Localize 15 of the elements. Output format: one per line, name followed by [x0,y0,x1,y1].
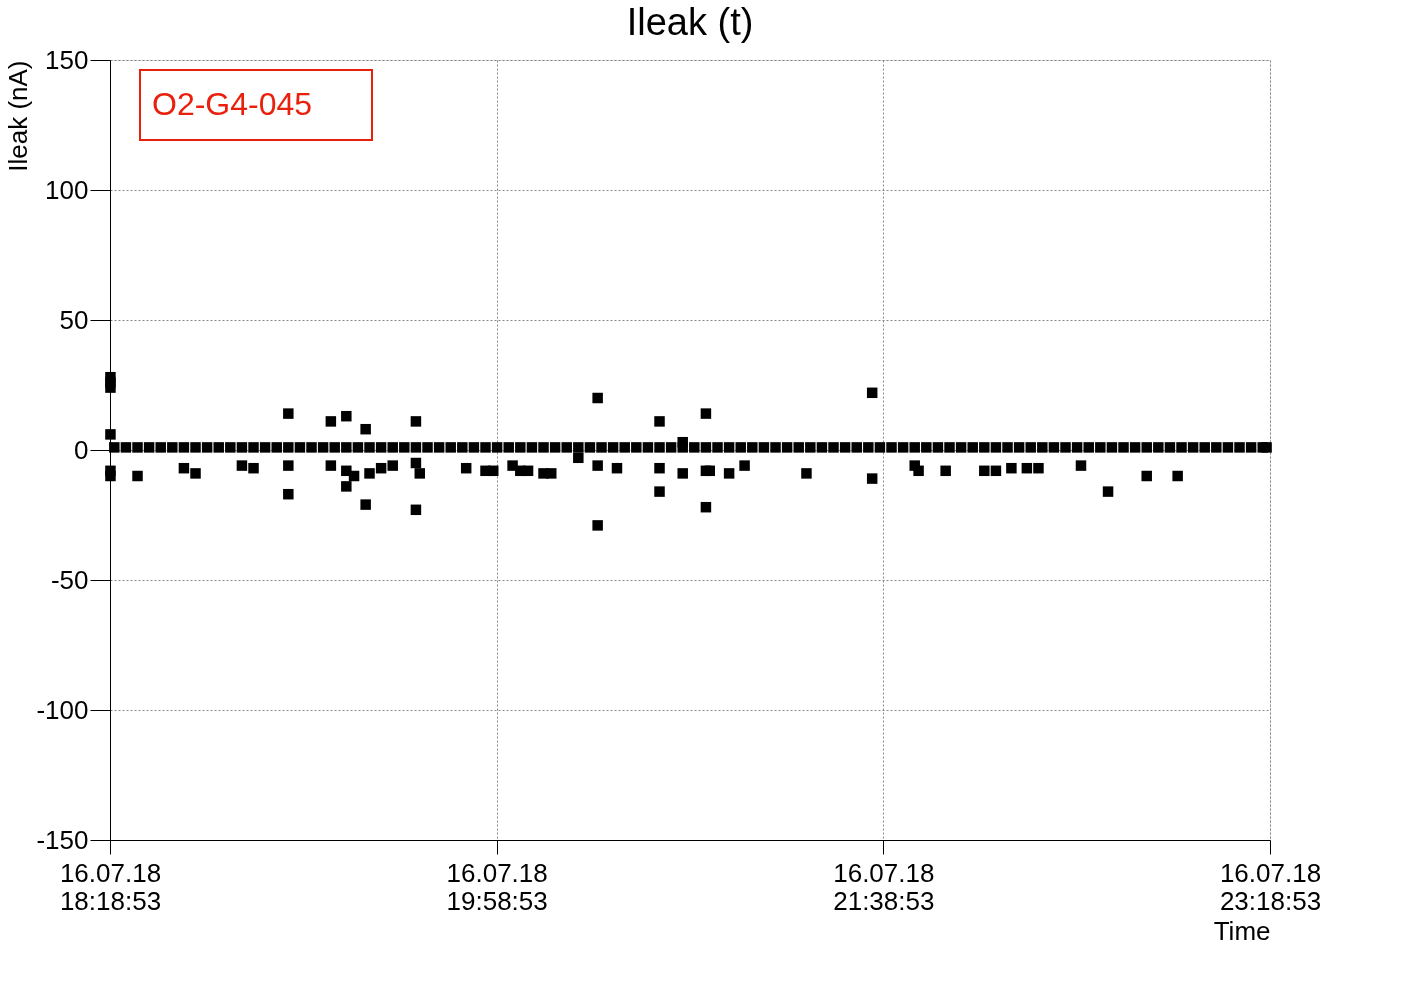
chart-title: Ileak (t) [626,1,754,43]
x-tick-label: 16.07.18 21:38:53 [833,857,935,916]
x-tick-label: 16.07.18 23:18:53 [1219,857,1322,916]
y-tick-label: -50 [50,564,89,595]
y-tick-label: 100 [45,174,89,205]
y-axis-title: Ileak (nA) [3,60,34,172]
y-tick-label: -150 [36,824,89,855]
y-tick-label: 150 [45,44,89,75]
annotation: O2-G4-045 [152,86,313,122]
y-tick-label: -100 [36,694,89,725]
y-tick-label: 0 [74,434,89,465]
y-tick-label: 50 [59,304,89,335]
x-axis-title: Time [1213,915,1271,946]
x-tick-label: 16.07.18 19:58:53 [446,857,548,916]
x-tick-label: 16.07.18 18:18:53 [59,857,162,916]
